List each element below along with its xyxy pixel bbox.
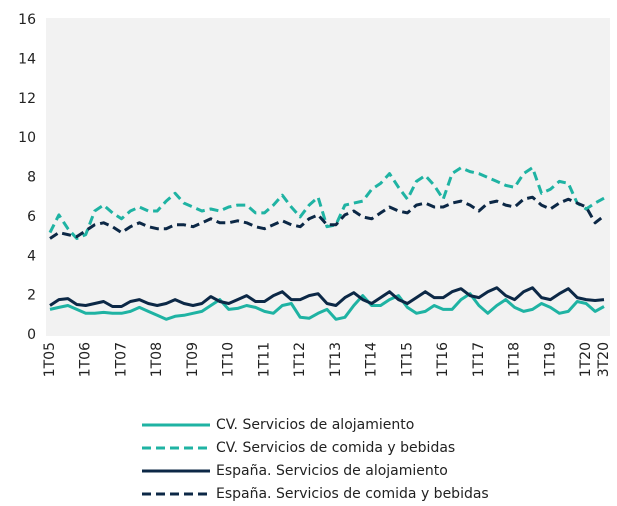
x-tick-label: 1T05 (42, 342, 58, 377)
x-tick-label: 1T13 (328, 342, 344, 377)
x-tick-label: 1T17 (471, 342, 487, 377)
series-line (49, 195, 605, 240)
plot-area (46, 18, 610, 336)
x-tick-label: 1T18 (507, 342, 523, 377)
y-tick-label: 16 (18, 12, 36, 28)
x-tick-label: 1T16 (435, 342, 451, 377)
legend-label: CV. Servicios de alojamiento (216, 417, 414, 433)
series-line (48, 166, 605, 240)
legend-label: CV. Servicios de comida y bebidas (216, 440, 455, 456)
x-tick-label: 3T20 (596, 342, 612, 377)
legend-label: España. Servicios de comida y bebidas (216, 486, 489, 502)
y-tick-label: 6 (27, 209, 36, 225)
series-line (49, 292, 605, 321)
x-tick-label: 1T12 (292, 342, 308, 377)
y-tick-label: 0 (27, 327, 36, 343)
x-tick-label: 1T15 (399, 342, 415, 377)
x-tick-label: 1T20 (578, 342, 594, 377)
x-tick-label: 1T11 (256, 342, 272, 377)
y-tick-label: 10 (18, 130, 36, 146)
series-line (49, 286, 605, 308)
x-tick-label: 1T10 (221, 342, 237, 377)
y-tick-label: 12 (18, 91, 36, 107)
x-tick-label: 1T06 (78, 342, 94, 377)
y-tick-label: 14 (18, 51, 36, 67)
y-tick-label: 2 (27, 288, 36, 304)
y-tick-label: 4 (27, 248, 36, 264)
x-tick-label: 1T19 (542, 342, 558, 377)
legend-label: España. Servicios de alojamiento (216, 463, 448, 479)
x-tick-label: 1T14 (364, 342, 380, 377)
x-tick-label: 1T08 (149, 342, 165, 377)
x-tick-label: 1T09 (185, 342, 201, 377)
x-tick-label: 1T07 (113, 342, 129, 377)
y-tick-label: 8 (27, 170, 36, 186)
